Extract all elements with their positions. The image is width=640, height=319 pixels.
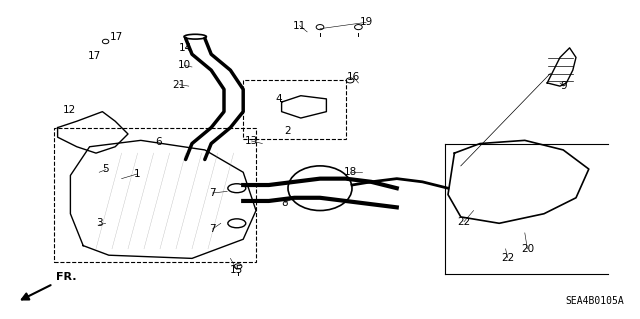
Text: 11: 11 xyxy=(293,20,306,31)
Text: 17: 17 xyxy=(110,32,123,42)
Text: 22: 22 xyxy=(458,217,470,227)
Text: 17: 17 xyxy=(88,51,101,61)
Text: SEA4B0105A: SEA4B0105A xyxy=(565,296,624,306)
Text: 12: 12 xyxy=(63,105,76,115)
Text: 5: 5 xyxy=(102,164,109,174)
Text: 16: 16 xyxy=(347,71,360,82)
Text: 14: 14 xyxy=(179,43,192,53)
Text: 22: 22 xyxy=(501,253,514,263)
Text: 15: 15 xyxy=(230,264,243,275)
Text: 10: 10 xyxy=(178,60,191,70)
Text: 13: 13 xyxy=(245,136,258,146)
Text: 1: 1 xyxy=(134,169,141,179)
Text: 3: 3 xyxy=(96,218,102,228)
Text: 8: 8 xyxy=(282,197,288,208)
Text: 19: 19 xyxy=(360,17,372,27)
Text: FR.: FR. xyxy=(56,272,77,282)
Text: 7: 7 xyxy=(209,224,216,234)
Text: 6: 6 xyxy=(156,137,162,147)
Bar xyxy=(243,80,346,139)
Text: 9: 9 xyxy=(560,81,566,91)
Text: 4: 4 xyxy=(275,94,282,104)
Text: 21: 21 xyxy=(173,79,186,90)
Text: 2: 2 xyxy=(285,126,291,136)
Text: 20: 20 xyxy=(521,244,534,254)
Text: 18: 18 xyxy=(344,167,357,177)
Text: 7: 7 xyxy=(209,188,216,198)
Bar xyxy=(54,128,256,262)
